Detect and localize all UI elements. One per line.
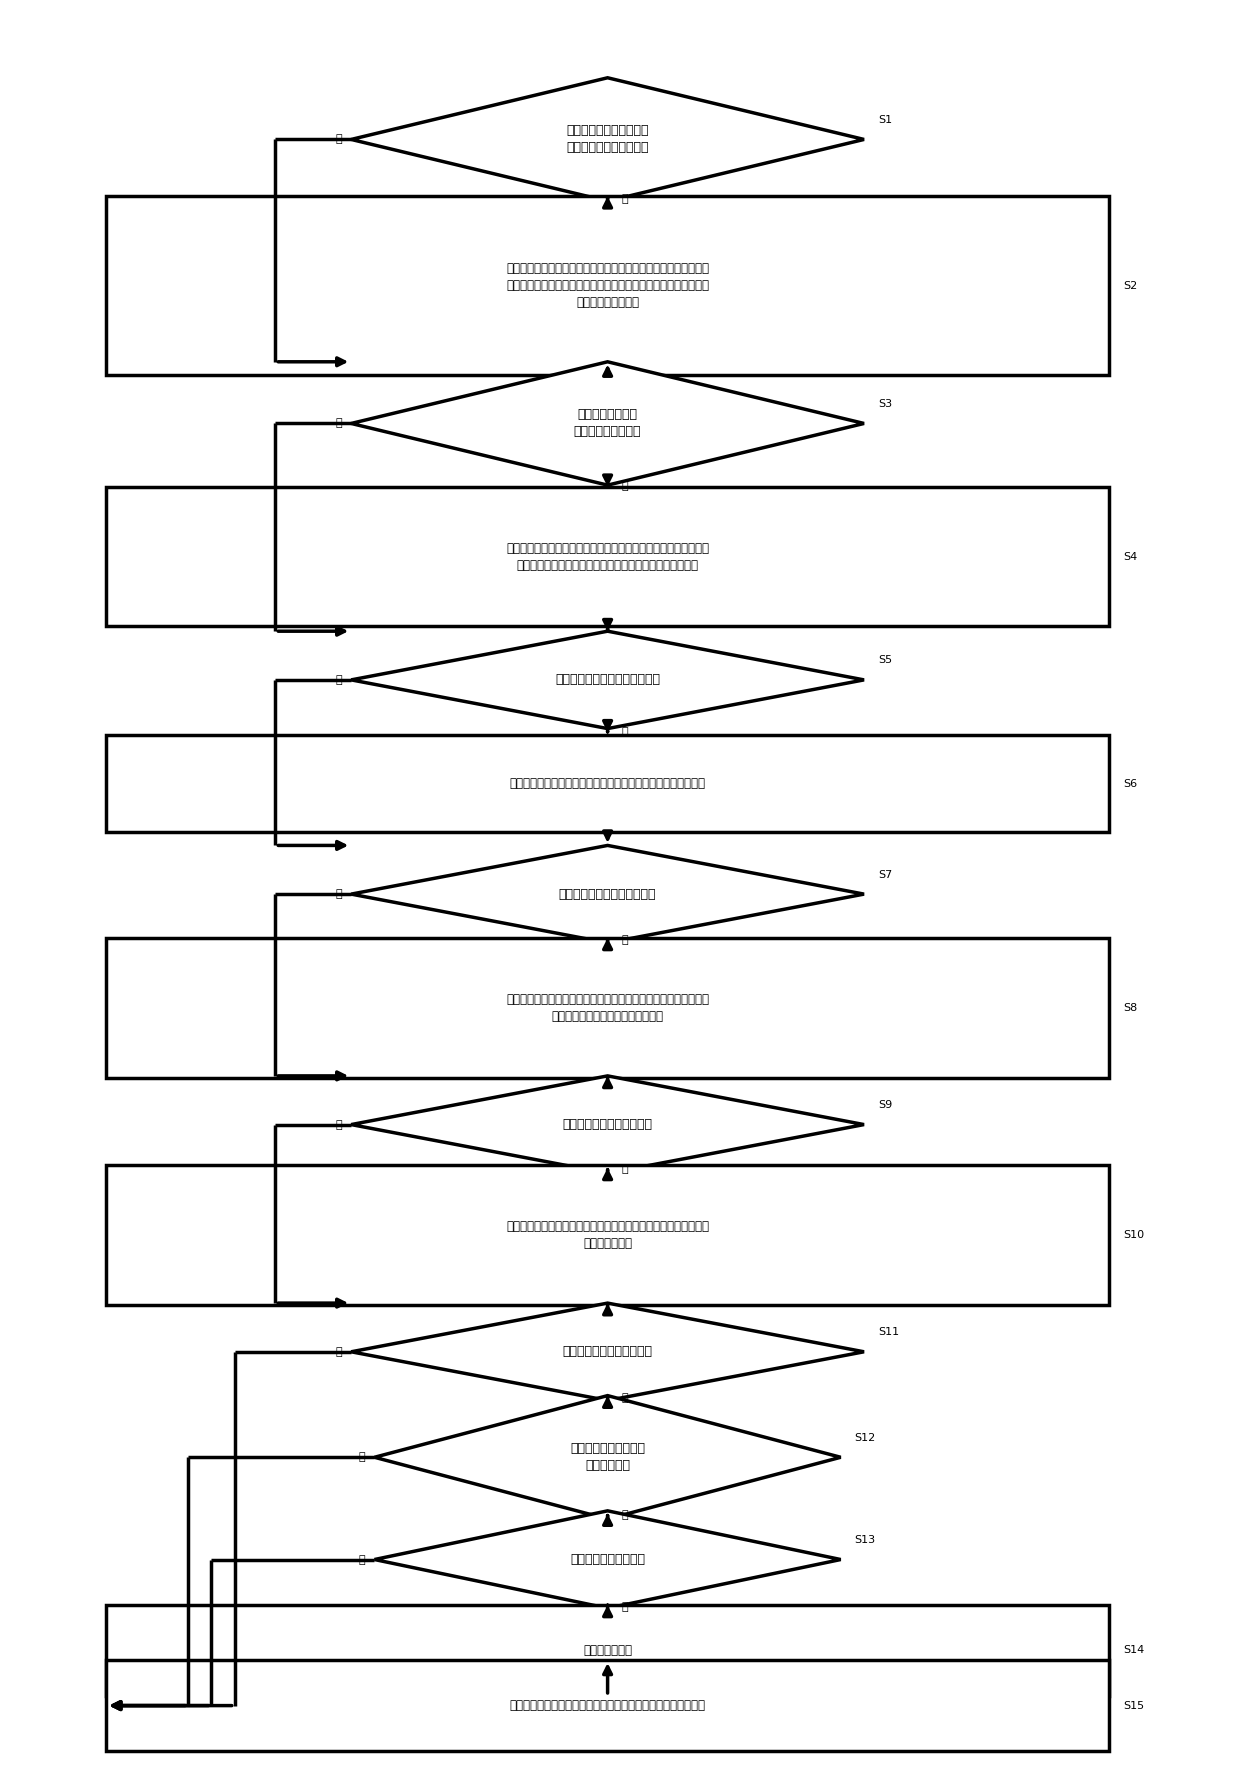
Bar <box>107 1660 1109 1751</box>
Text: 判断备用机是否有故障: 判断备用机是否有故障 <box>570 1552 645 1566</box>
Polygon shape <box>351 1302 864 1400</box>
Text: 是: 是 <box>621 727 629 737</box>
Text: 否: 否 <box>335 1347 342 1357</box>
Text: 测试所有网络设备是否连通: 测试所有网络设备是否连通 <box>563 1118 652 1131</box>
Text: S7: S7 <box>878 870 893 879</box>
Text: S9: S9 <box>878 1100 893 1109</box>
Text: 是: 是 <box>358 1554 365 1565</box>
Text: 是: 是 <box>621 936 629 946</box>
Text: 测定机房层断电，调用短信服务器发送断电故障状态给相关人员: 测定机房层断电，调用短信服务器发送断电故障状态给相关人员 <box>510 778 706 790</box>
Text: 是: 是 <box>621 480 629 491</box>
Bar <box>107 937 1109 1077</box>
Text: S6: S6 <box>1122 778 1137 789</box>
Text: S3: S3 <box>878 399 892 409</box>
Text: 是: 是 <box>621 1393 629 1403</box>
Text: 否: 否 <box>621 1602 629 1611</box>
Text: 当前机房层的所有运行状态发送给支持显示功能的设备进行显示: 当前机房层的所有运行状态发送给支持显示功能的设备进行显示 <box>510 1699 706 1712</box>
Text: S14: S14 <box>1122 1646 1145 1655</box>
Text: 否: 否 <box>358 1453 365 1462</box>
Text: 否: 否 <box>335 1120 342 1129</box>
Text: 否: 否 <box>335 418 342 429</box>
Bar <box>107 197 1109 374</box>
Text: 否: 否 <box>335 135 342 145</box>
Text: 是: 是 <box>621 1510 629 1520</box>
Text: S1: S1 <box>878 115 892 126</box>
Text: 是: 是 <box>621 193 629 204</box>
Polygon shape <box>374 1396 841 1519</box>
Polygon shape <box>351 361 864 486</box>
Text: 将另一台决策分析处理服务器的故障状态发送给支持显示功能的设
备进行显示，并调用短信服务器发送另一台决策分析处理服务器的
故障状态给相关人员: 将另一台决策分析处理服务器的故障状态发送给支持显示功能的设 备进行显示，并调用短… <box>506 262 709 308</box>
Polygon shape <box>351 1076 864 1173</box>
Bar <box>107 1166 1109 1304</box>
Polygon shape <box>351 631 864 728</box>
Text: 是: 是 <box>621 1164 629 1175</box>
Text: 自动启动备用机: 自动启动备用机 <box>583 1644 632 1657</box>
Text: 判断机房层不间断电源是否启动: 判断机房层不间断电源是否启动 <box>556 673 660 686</box>
Text: 判定断电监测器相对应的服务器或网络设备断电，调用短信服务器
发送相关断电监测器代码给相关人员: 判定断电监测器相对应的服务器或网络设备断电，调用短信服务器 发送相关断电监测器代… <box>506 992 709 1022</box>
Text: 判定有不连通的网络设备，调用短信服务器发送不连通的网络设备
代码给相关人员: 判定有不连通的网络设备，调用短信服务器发送不连通的网络设备 代码给相关人员 <box>506 1219 709 1249</box>
Text: S2: S2 <box>1122 280 1137 291</box>
Text: S8: S8 <box>1122 1003 1137 1014</box>
Bar <box>107 487 1109 626</box>
Text: S13: S13 <box>854 1535 875 1545</box>
Text: 判断所有服务器是否有故障: 判断所有服务器是否有故障 <box>563 1345 652 1359</box>
Polygon shape <box>374 1512 841 1609</box>
Text: 否: 否 <box>335 675 342 686</box>
Text: 判断另一台故障决策分析
处理服务器是否出现故障: 判断另一台故障决策分析 处理服务器是否出现故障 <box>567 124 649 154</box>
Bar <box>107 1605 1109 1696</box>
Text: 判断所有断电监测器是否报警: 判断所有断电监测器是否报警 <box>559 888 656 900</box>
Polygon shape <box>351 78 864 200</box>
Text: S4: S4 <box>1122 551 1137 562</box>
Text: 判断出现故障的服务器
是否有备用机: 判断出现故障的服务器 是否有备用机 <box>570 1442 645 1473</box>
Text: S12: S12 <box>854 1434 875 1442</box>
Polygon shape <box>351 845 864 943</box>
Bar <box>107 735 1109 833</box>
Text: S5: S5 <box>878 656 892 666</box>
Text: 将出现故障的短信服务器状态发送给支持显示功能的设备进行显示
，并调用未出现故障的短信服务器发送故障状态给相关人员: 将出现故障的短信服务器状态发送给支持显示功能的设备进行显示 ，并调用未出现故障的… <box>506 542 709 572</box>
Text: S10: S10 <box>1122 1230 1145 1240</box>
Text: 否: 否 <box>335 890 342 898</box>
Text: 依次判断两台短信
服务器是否出现故障: 依次判断两台短信 服务器是否出现故障 <box>574 409 641 438</box>
Text: S15: S15 <box>1122 1701 1145 1710</box>
Text: S11: S11 <box>878 1327 899 1338</box>
